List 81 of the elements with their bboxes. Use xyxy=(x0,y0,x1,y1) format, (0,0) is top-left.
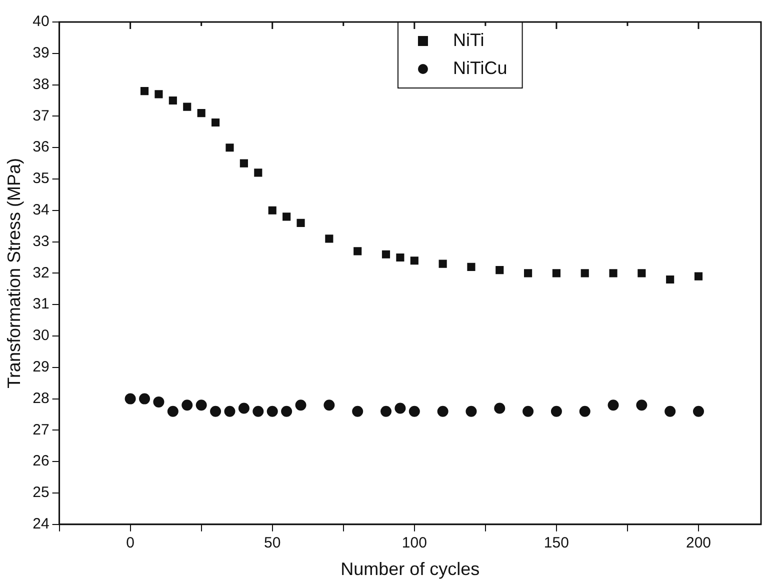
point xyxy=(295,400,306,411)
point xyxy=(139,393,150,404)
point xyxy=(438,260,447,268)
point xyxy=(410,256,418,265)
point xyxy=(168,96,177,105)
y-tick-label: 25 xyxy=(32,484,50,502)
point xyxy=(380,406,392,417)
y-tick-label: 35 xyxy=(32,170,50,188)
point xyxy=(579,406,590,417)
y-tick-label: 24 xyxy=(32,516,50,533)
point xyxy=(140,87,149,96)
point xyxy=(268,206,276,214)
point xyxy=(197,109,206,118)
x-axis-title: Number of cycles xyxy=(340,559,480,580)
point xyxy=(324,400,335,411)
y-tick-label: 33 xyxy=(32,232,50,250)
y-tick-label: 31 xyxy=(32,296,50,313)
y-tick-label: 37 xyxy=(32,107,50,124)
point xyxy=(496,266,504,274)
point xyxy=(467,262,476,271)
point xyxy=(638,269,646,278)
point xyxy=(182,400,193,411)
point xyxy=(664,406,676,417)
point xyxy=(226,144,234,152)
point xyxy=(394,402,406,414)
legend-label: NiTi xyxy=(452,30,484,50)
x-tick-label: 150 xyxy=(544,534,569,552)
point xyxy=(466,406,477,417)
point xyxy=(167,406,178,417)
point xyxy=(666,275,674,284)
point xyxy=(437,406,448,417)
point xyxy=(296,218,305,227)
point xyxy=(636,400,648,411)
point xyxy=(550,406,562,417)
point xyxy=(266,406,278,417)
x-tick-label: 50 xyxy=(264,534,281,552)
point xyxy=(124,393,136,404)
point xyxy=(210,406,222,417)
point xyxy=(252,406,264,417)
y-axis-title: Transformation Stress (MPa) xyxy=(4,158,24,388)
point xyxy=(552,269,560,278)
y-tick-label: 27 xyxy=(32,421,50,438)
point xyxy=(609,269,618,278)
point xyxy=(238,402,250,414)
y-tick-label: 36 xyxy=(32,138,50,156)
point xyxy=(522,406,534,417)
x-tick-label: 0 xyxy=(126,534,134,552)
y-tick-label: 28 xyxy=(32,390,50,407)
y-tick-label: 29 xyxy=(32,358,50,376)
point xyxy=(494,402,506,414)
point xyxy=(608,400,619,411)
x-tick-label: 200 xyxy=(686,534,712,552)
point xyxy=(153,396,164,408)
point xyxy=(240,159,248,168)
point xyxy=(396,253,404,262)
y-tick-label: 32 xyxy=(32,264,50,282)
point xyxy=(196,400,207,411)
point xyxy=(354,247,362,256)
point xyxy=(524,269,532,278)
point xyxy=(282,212,291,221)
point xyxy=(183,102,192,111)
y-tick-label: 34 xyxy=(32,202,50,219)
point xyxy=(212,118,220,127)
point xyxy=(281,406,292,417)
y-tick-label: 26 xyxy=(32,452,50,470)
point xyxy=(154,90,163,98)
point xyxy=(325,234,334,243)
point xyxy=(254,168,262,177)
y-tick-label: 38 xyxy=(32,76,50,93)
point xyxy=(694,272,703,280)
point xyxy=(352,406,364,417)
x-tick-label: 100 xyxy=(402,534,427,552)
y-tick-label: 39 xyxy=(32,44,50,62)
point xyxy=(224,406,236,417)
point xyxy=(382,250,390,258)
point xyxy=(580,269,589,278)
point xyxy=(693,406,704,417)
point xyxy=(408,406,420,417)
y-tick-label: 30 xyxy=(32,327,50,344)
y-tick-label: 40 xyxy=(32,13,50,30)
legend-label: NiTiCu xyxy=(452,58,508,78)
